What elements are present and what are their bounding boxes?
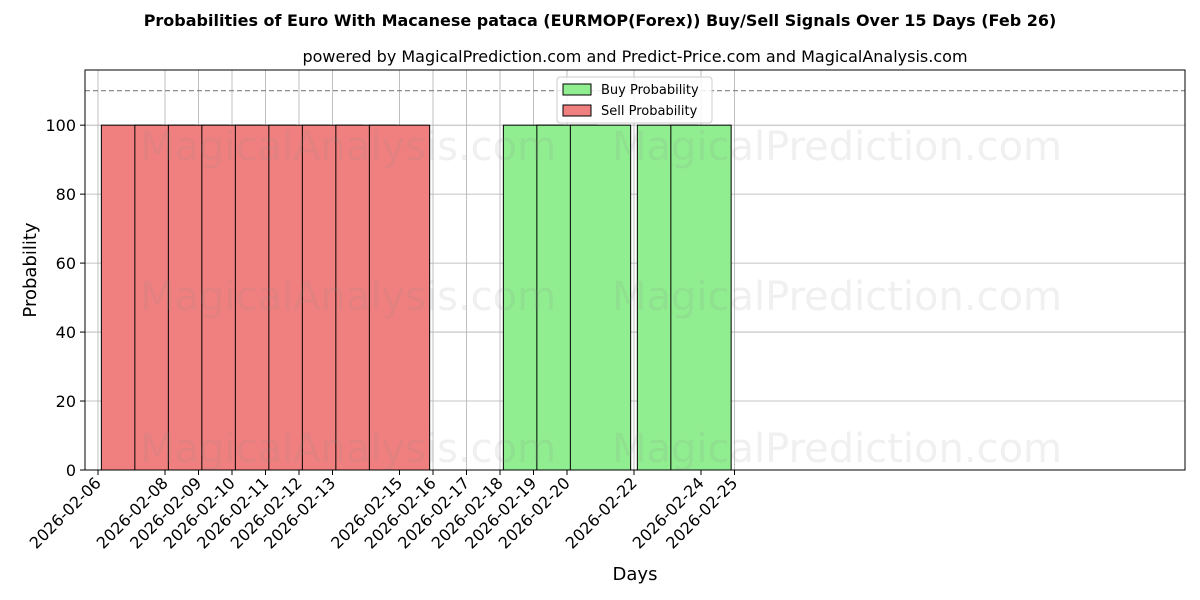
y-tick-label: 0	[66, 461, 76, 480]
watermark-text: MagicalAnalysis.com	[140, 426, 556, 472]
legend-box	[556, 76, 713, 124]
plot-frame	[84, 69, 1186, 471]
chart-subtitle: powered by MagicalPrediction.com and Pre…	[302, 47, 967, 66]
y-axis-label: Probability	[20, 222, 41, 317]
legend-label: Sell Probability	[601, 104, 698, 119]
y-tick-label: 20	[56, 392, 76, 411]
x-axis-label: Days	[613, 564, 658, 585]
legend: Buy Probability Sell Probability	[556, 76, 713, 124]
watermark-text: MagicalAnalysis.com	[140, 274, 556, 320]
watermark-text: MagicalAnalysis.com	[140, 124, 556, 170]
y-tick-label: 100	[45, 116, 76, 135]
watermark-text: MagicalPrediction.com	[612, 124, 1062, 170]
legend-label: Buy Probability	[601, 83, 699, 98]
watermark-text: MagicalPrediction.com	[612, 274, 1062, 320]
legend-swatch	[562, 104, 592, 117]
buy-bar	[670, 124, 732, 471]
chart-title: Probabilities of Euro With Macanese pata…	[144, 11, 1057, 30]
y-tick-label: 80	[56, 185, 76, 204]
y-tick-label: 40	[56, 323, 76, 342]
y-tick-label: 60	[56, 254, 76, 273]
legend-swatch	[562, 83, 592, 96]
watermark-text: MagicalPrediction.com	[612, 426, 1062, 472]
plot-area: MagicalAnalysis.com MagicalPrediction.com…	[26, 69, 1186, 553]
sell-bar	[368, 124, 431, 471]
